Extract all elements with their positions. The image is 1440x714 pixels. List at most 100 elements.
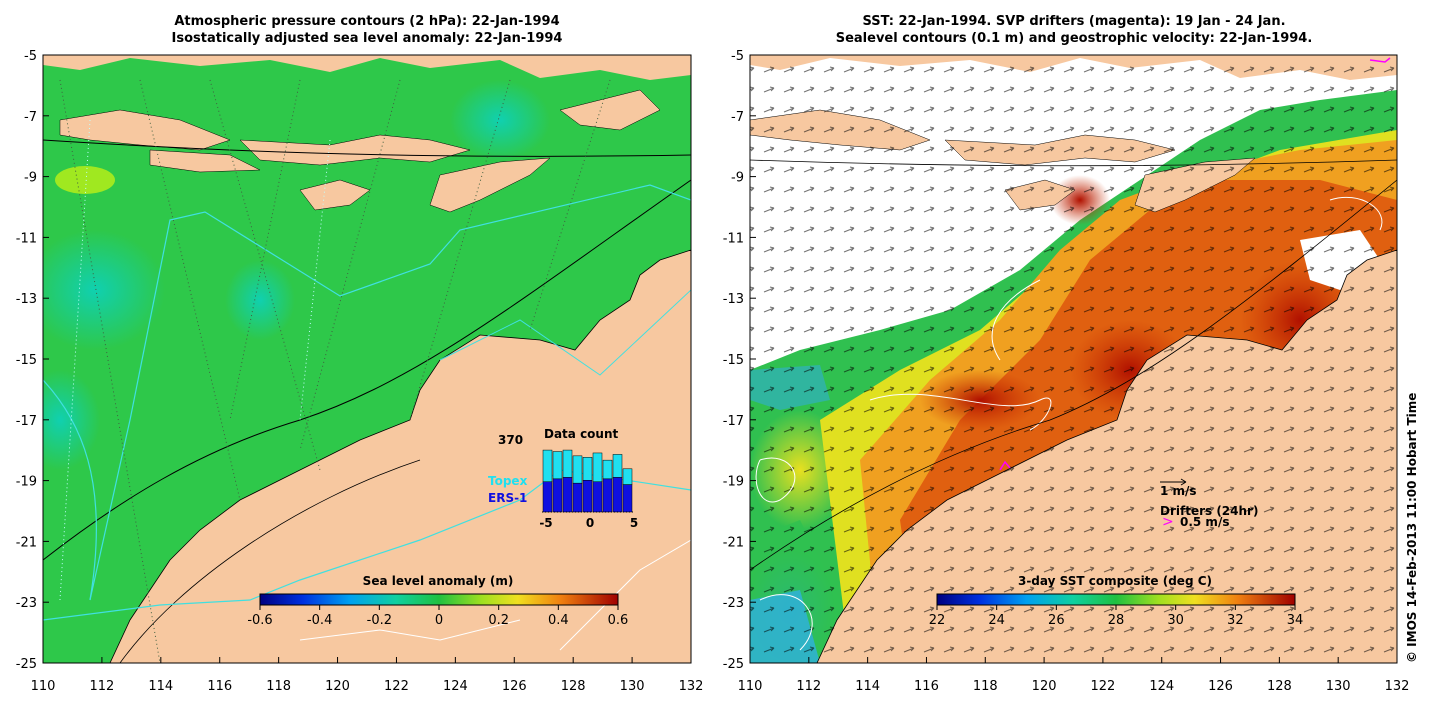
left-cb-tick-label: 0.2 [488, 613, 509, 628]
right-colorbar-title: 3-day SST composite (deg C) [1018, 574, 1212, 588]
right-cb-tick-label: 28 [1108, 613, 1125, 628]
left-y-tick-label: -9 [24, 171, 37, 186]
left-x-tick-label: 124 [443, 679, 468, 694]
left-x-tick-label: 118 [266, 679, 291, 694]
left-y-tick-label: -5 [24, 49, 37, 64]
right-y-tick-label: -7 [731, 110, 744, 125]
topex-bar [592, 452, 603, 483]
right-cb-tick-label: 24 [988, 613, 1005, 628]
left-x-tick-label: 132 [679, 679, 704, 694]
legend-topex: Topex [488, 474, 528, 488]
left-y-tick-label: -19 [16, 475, 37, 490]
right-title-line1: SST: 22-Jan-1994. SVP drifters (magenta)… [862, 14, 1285, 29]
right-y-tick-label: -5 [731, 49, 744, 64]
right-colorbar: 3-day SST composite (deg C) 22 24 26 28 30 32… [929, 574, 1304, 628]
right-cb-tick-label: 26 [1048, 613, 1065, 628]
right-cb-tick-label: 34 [1287, 613, 1304, 628]
left-cb-tick-label: -0.4 [307, 613, 332, 628]
ers1-bar [612, 477, 623, 513]
right-y-tick-label: -23 [723, 596, 744, 611]
right-y-tick-label: -13 [723, 292, 744, 307]
legend-ers1: ERS-1 [488, 491, 527, 505]
left-y-tick-label: -7 [24, 110, 37, 125]
data-count-title: Data count [544, 427, 619, 441]
right-x-tick-label: 122 [1090, 679, 1115, 694]
left-cb-tick-label: 0.4 [548, 613, 569, 628]
right-x-tick-label: 118 [973, 679, 998, 694]
right-x-axis: 110 112 114 116 118 120 122 124 126 128 130 132 [738, 657, 1409, 694]
topex-bar [582, 457, 593, 481]
right-x-tick-label: 120 [1032, 679, 1057, 694]
data-count-max: 370 [498, 433, 523, 447]
data-count-inset: Data count 370 Topex ERS-1 -5 0 5 [488, 427, 638, 530]
right-y-tick-label: -11 [723, 231, 744, 246]
left-colorbar: Sea level anomaly (m) -0.6 -0.4 -0.2 0 0.2 0.… [247, 574, 628, 628]
left-cb-tick-label: 0 [435, 613, 443, 628]
left-x-tick-label: 128 [561, 679, 586, 694]
left-x-tick-label: 126 [502, 679, 527, 694]
right-x-tick-label: 130 [1326, 679, 1351, 694]
topex-bar [562, 449, 573, 478]
right-x-tick-label: 126 [1208, 679, 1233, 694]
right-cb-tick-label: 32 [1227, 613, 1244, 628]
left-y-tick-label: -13 [16, 292, 37, 307]
ers1-bar [582, 480, 593, 513]
left-x-tick-label: 116 [207, 679, 232, 694]
left-x-tick-label: 112 [89, 679, 114, 694]
right-map [750, 55, 1397, 663]
ers1-bar [542, 481, 553, 513]
right-y-tick-label: -9 [731, 171, 744, 186]
dc-tick-5: 5 [630, 516, 638, 530]
left-x-tick-label: 110 [31, 679, 56, 694]
ers1-bar [592, 481, 603, 513]
right-colorbar-bar [936, 593, 1296, 606]
right-x-tick-label: 110 [738, 679, 763, 694]
right-title-line2: Sealevel contours (0.1 m) and geostrophi… [836, 31, 1313, 46]
right-x-tick-label: 112 [796, 679, 821, 694]
topex-bar [572, 455, 583, 484]
left-title-line1: Atmospheric pressure contours (2 hPa): 2… [174, 14, 559, 29]
right-y-tick-label: -21 [723, 535, 744, 550]
right-x-tick-label: 128 [1267, 679, 1292, 694]
left-colorbar-title: Sea level anomaly (m) [363, 574, 514, 588]
topex-bar [602, 459, 613, 480]
left-y-tick-label: -23 [16, 596, 37, 611]
topex-bar [552, 451, 563, 480]
velocity-arrow-icon [1160, 478, 1187, 486]
drifter-scale-label: 0.5 m/s [1180, 515, 1229, 529]
left-x-tick-label: 130 [620, 679, 645, 694]
right-x-tick-label: 124 [1149, 679, 1174, 694]
drifters-label: Drifters (24hr) [1160, 504, 1258, 518]
left-colorbar-bar [259, 593, 619, 606]
left-y-tick-label: -21 [16, 535, 37, 550]
left-x-tick-label: 114 [148, 679, 173, 694]
credit-text: © IMOS 14-Feb-2013 11:00 Hobart Time [1405, 393, 1419, 663]
right-y-tick-label: -19 [723, 475, 744, 490]
left-cb-tick-label: -0.6 [247, 613, 272, 628]
dc-tick-0: 0 [586, 516, 594, 530]
left-x-axis: 110 112 114 116 118 120 122 124 126 128 130 132 [31, 657, 704, 694]
left-map [43, 55, 691, 663]
ers1-bar [562, 477, 573, 513]
velocity-scale-label: 1 m/s [1160, 484, 1197, 498]
ers1-bar [572, 482, 583, 513]
data-count-bars [542, 449, 633, 513]
left-cb-tick-label: -0.2 [367, 613, 392, 628]
dc-tick-neg5: -5 [539, 516, 552, 530]
topex-bar [622, 468, 633, 485]
left-y-axis: -5 -7 -9 -11 -13 -15 -17 -19 -21 -23 -25 [16, 49, 49, 672]
left-cb-tick-label: 0.6 [608, 613, 629, 628]
right-y-tick-label: -25 [723, 657, 744, 672]
velocity-scale: 1 m/s Drifters (24hr) > 0.5 m/s [1160, 478, 1258, 530]
drifter-arrow-icon: > [1162, 514, 1174, 530]
right-y-tick-label: -15 [723, 353, 744, 368]
right-x-tick-label: 116 [914, 679, 939, 694]
left-y-tick-label: -11 [16, 231, 37, 246]
left-title-line2: Isostatically adjusted sea level anomaly… [172, 31, 563, 46]
right-y-tick-label: -17 [723, 414, 744, 429]
right-y-axis: -5 -7 -9 -11 -13 -15 -17 -19 -21 -23 -25 [723, 49, 756, 672]
left-y-tick-label: -17 [16, 414, 37, 429]
right-cb-tick-label: 30 [1167, 613, 1184, 628]
left-x-tick-label: 120 [325, 679, 350, 694]
